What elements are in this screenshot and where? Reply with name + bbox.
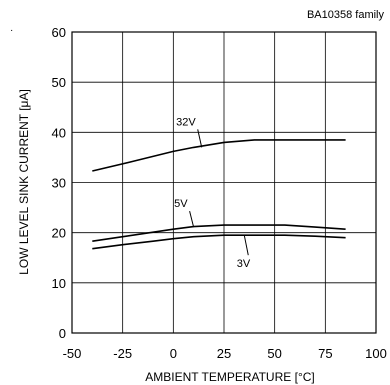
- x-tick-label: 50: [267, 346, 281, 361]
- x-tick-label: 75: [318, 346, 332, 361]
- series-label-3v: 3V: [237, 258, 251, 270]
- y-tick-labels: 0 10 20 30 40 50 60: [52, 25, 66, 341]
- series-line-3v: [92, 234, 346, 250]
- y-tick-label: 50: [52, 75, 66, 90]
- y-tick-label: 20: [52, 226, 66, 241]
- y-axis-title: LOW LEVEL SINK CURRENT [μA]: [17, 89, 31, 275]
- series-label-32v: 32V: [176, 116, 196, 128]
- grid-lines: [71, 31, 377, 334]
- page-mark: ·: [10, 25, 13, 36]
- y-tick-label: 30: [52, 176, 66, 191]
- y-tick-label: 10: [52, 276, 66, 291]
- y-tick-label: 40: [52, 125, 66, 140]
- series-label-leader: [189, 211, 195, 228]
- x-tick-label: -50: [63, 346, 82, 361]
- series-labels: 32V 5V 3V: [174, 116, 251, 270]
- series-line-5v: [92, 224, 346, 242]
- series-label-leader: [197, 129, 203, 148]
- series-lines: [92, 139, 346, 250]
- x-tick-labels: -50 -25 0 25 50 75 100: [63, 346, 387, 361]
- x-axis-title: AMBIENT TEMPERATURE [°C]: [145, 370, 315, 384]
- series-line-32v: [92, 139, 346, 172]
- chart-note: BA10358 family: [307, 9, 385, 21]
- plot-frame: [71, 31, 377, 334]
- y-tick-label: 0: [59, 326, 66, 341]
- series-label-leader: [243, 235, 249, 256]
- x-tick-label: 100: [365, 346, 387, 361]
- x-tick-label: 0: [170, 346, 177, 361]
- y-tick-label: 60: [52, 25, 66, 40]
- x-tick-label: -25: [113, 346, 132, 361]
- x-tick-label: 25: [217, 346, 231, 361]
- series-label-5v: 5V: [174, 198, 188, 210]
